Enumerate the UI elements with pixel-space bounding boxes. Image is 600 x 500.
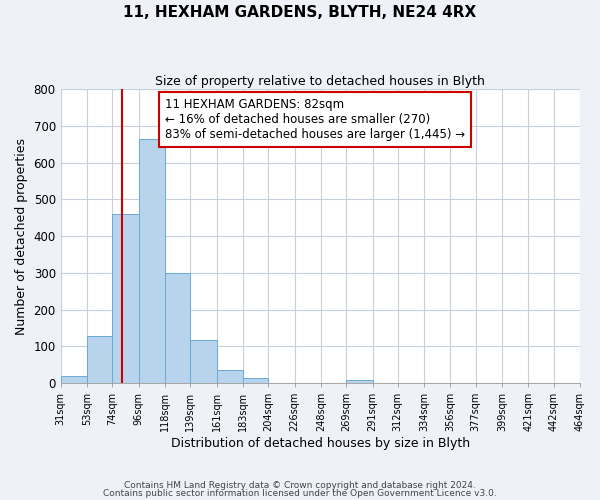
Text: 11 HEXHAM GARDENS: 82sqm
← 16% of detached houses are smaller (270)
83% of semi-: 11 HEXHAM GARDENS: 82sqm ← 16% of detach… [164, 98, 464, 141]
Title: Size of property relative to detached houses in Blyth: Size of property relative to detached ho… [155, 75, 485, 88]
Bar [61, 376, 87, 383]
Bar [139, 139, 165, 383]
X-axis label: Distribution of detached houses by size in Blyth: Distribution of detached houses by size … [171, 437, 470, 450]
Text: Contains public sector information licensed under the Open Government Licence v3: Contains public sector information licen… [103, 489, 497, 498]
Text: Contains HM Land Registry data © Crown copyright and database right 2024.: Contains HM Land Registry data © Crown c… [124, 480, 476, 490]
Bar [217, 370, 243, 383]
Text: 11, HEXHAM GARDENS, BLYTH, NE24 4RX: 11, HEXHAM GARDENS, BLYTH, NE24 4RX [124, 5, 476, 20]
Bar [346, 380, 373, 383]
Bar [190, 340, 217, 383]
Bar [243, 378, 268, 383]
Y-axis label: Number of detached properties: Number of detached properties [15, 138, 28, 334]
Bar [112, 214, 139, 383]
Bar [87, 336, 112, 383]
Bar [165, 273, 190, 383]
